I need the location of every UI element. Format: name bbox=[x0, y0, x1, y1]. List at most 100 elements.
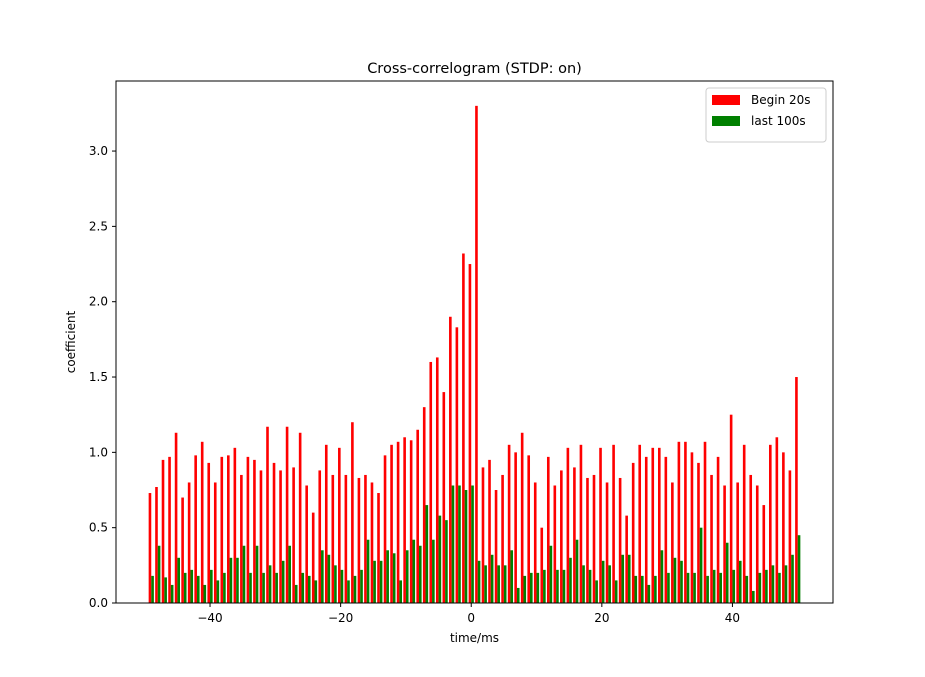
bar bbox=[520, 432, 524, 603]
bar bbox=[386, 550, 389, 603]
bar bbox=[321, 550, 324, 603]
bar bbox=[553, 485, 557, 603]
bar bbox=[464, 490, 468, 603]
bar bbox=[240, 474, 243, 603]
bar bbox=[288, 545, 292, 603]
bar bbox=[196, 575, 200, 603]
bar bbox=[575, 539, 579, 603]
bar bbox=[641, 575, 644, 603]
bar bbox=[418, 545, 422, 603]
bar bbox=[752, 590, 755, 603]
bar bbox=[475, 105, 478, 603]
bar bbox=[216, 580, 220, 603]
bar bbox=[699, 527, 703, 603]
bar bbox=[383, 455, 387, 603]
bar bbox=[266, 426, 269, 603]
bar bbox=[279, 470, 282, 603]
bar bbox=[627, 554, 631, 603]
bar bbox=[331, 474, 335, 603]
bar bbox=[484, 565, 487, 603]
bar bbox=[497, 565, 500, 603]
bar bbox=[712, 569, 716, 603]
bar bbox=[782, 452, 785, 603]
bar bbox=[488, 459, 491, 603]
bar bbox=[490, 554, 494, 603]
bar bbox=[429, 361, 433, 603]
bar bbox=[259, 470, 263, 603]
y-tick-label: 1.5 bbox=[89, 370, 108, 384]
bar bbox=[614, 580, 618, 603]
y-axis-label: coefficient bbox=[64, 310, 78, 373]
bar bbox=[412, 539, 416, 603]
bar bbox=[664, 456, 668, 603]
bar bbox=[621, 554, 625, 603]
bar bbox=[449, 316, 452, 603]
bar bbox=[220, 456, 224, 603]
bar bbox=[438, 515, 442, 603]
bar bbox=[155, 487, 158, 603]
bar bbox=[634, 575, 638, 603]
bar bbox=[360, 569, 363, 603]
bar bbox=[334, 565, 337, 603]
bar bbox=[501, 474, 504, 603]
bar bbox=[314, 580, 318, 603]
bar bbox=[684, 441, 687, 603]
bar bbox=[301, 572, 305, 603]
bar bbox=[294, 584, 298, 603]
bar bbox=[579, 444, 583, 603]
bar bbox=[647, 584, 651, 603]
bar bbox=[253, 459, 256, 603]
bar bbox=[742, 444, 746, 603]
bar bbox=[671, 482, 674, 603]
bar bbox=[738, 560, 742, 603]
bar bbox=[514, 452, 517, 603]
bar bbox=[625, 515, 628, 603]
bar bbox=[706, 575, 709, 603]
bar bbox=[379, 560, 383, 603]
bar bbox=[729, 414, 733, 603]
bar bbox=[769, 444, 772, 603]
bar bbox=[229, 557, 233, 603]
x-tick-label: 0 bbox=[467, 611, 475, 625]
bar bbox=[366, 539, 370, 603]
legend-label: last 100s bbox=[751, 114, 806, 128]
bar bbox=[305, 485, 308, 603]
bar bbox=[377, 493, 380, 603]
bar bbox=[586, 477, 589, 603]
bar bbox=[405, 550, 409, 603]
bar bbox=[392, 553, 396, 603]
bar bbox=[686, 572, 690, 603]
bar bbox=[200, 441, 204, 603]
bar bbox=[432, 539, 435, 603]
bar bbox=[213, 482, 217, 603]
bar bbox=[654, 575, 657, 603]
bar bbox=[157, 545, 161, 603]
bar bbox=[749, 474, 753, 603]
legend-swatch bbox=[712, 116, 740, 126]
bar bbox=[723, 485, 726, 603]
bar bbox=[462, 253, 465, 603]
bar bbox=[608, 565, 611, 603]
bar bbox=[307, 575, 311, 603]
x-tick-label: 40 bbox=[725, 611, 740, 625]
x-axis-label: time/ms bbox=[450, 631, 499, 645]
bar bbox=[657, 447, 661, 603]
bar bbox=[523, 575, 527, 603]
bar bbox=[667, 572, 670, 603]
bar bbox=[588, 569, 592, 603]
bar bbox=[788, 470, 792, 603]
bar bbox=[164, 577, 167, 603]
bar bbox=[660, 550, 664, 603]
bar bbox=[344, 474, 348, 603]
bar bbox=[562, 569, 566, 603]
bar bbox=[631, 462, 635, 603]
bar bbox=[324, 444, 328, 603]
bar bbox=[249, 572, 252, 603]
bar bbox=[680, 560, 683, 603]
bar bbox=[353, 575, 357, 603]
bar bbox=[477, 560, 481, 603]
bar bbox=[455, 327, 459, 603]
y-tick-label: 0.5 bbox=[89, 521, 108, 535]
bar bbox=[549, 545, 553, 603]
bar bbox=[795, 377, 798, 603]
